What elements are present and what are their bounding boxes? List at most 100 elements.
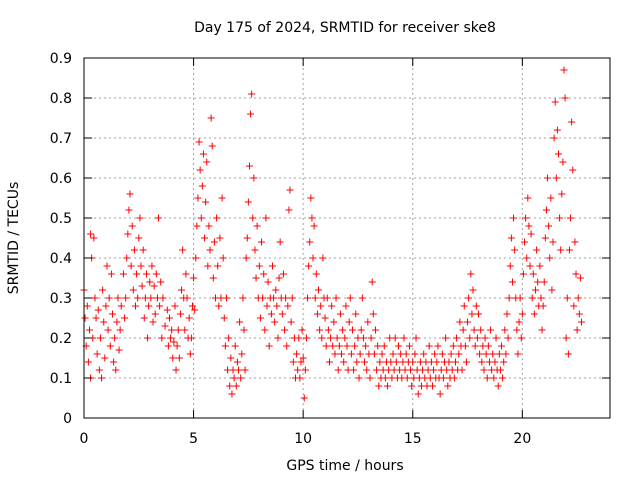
data-point	[567, 214, 575, 222]
data-point	[301, 366, 309, 374]
data-point	[128, 222, 136, 230]
data-point	[304, 294, 312, 302]
data-point	[389, 350, 397, 358]
data-point	[451, 358, 459, 366]
data-point	[405, 342, 413, 350]
data-point	[135, 234, 143, 242]
data-point	[505, 294, 513, 302]
data-point	[144, 334, 152, 342]
data-point	[439, 374, 447, 382]
data-point	[250, 174, 258, 182]
data-point	[409, 358, 417, 366]
data-point	[484, 342, 492, 350]
data-point	[384, 382, 392, 390]
data-point	[342, 302, 350, 310]
data-point	[98, 374, 106, 382]
data-point	[545, 222, 553, 230]
data-point	[533, 246, 541, 254]
data-point	[563, 294, 571, 302]
data-point	[175, 354, 183, 362]
data-point	[219, 254, 227, 262]
data-point	[139, 246, 147, 254]
data-point	[331, 350, 339, 358]
data-point	[347, 350, 355, 358]
data-point	[226, 382, 234, 390]
data-point	[333, 334, 341, 342]
data-point	[411, 350, 419, 358]
data-point	[420, 350, 428, 358]
data-point	[108, 310, 116, 318]
data-point	[524, 194, 532, 202]
data-point	[275, 274, 283, 282]
data-point	[534, 278, 542, 286]
data-point	[213, 214, 221, 222]
data-point	[328, 302, 336, 310]
data-point	[256, 314, 264, 322]
data-point	[498, 342, 506, 350]
data-point	[315, 286, 323, 294]
data-point	[133, 270, 141, 278]
data-point	[300, 394, 308, 402]
data-point	[208, 142, 216, 150]
data-point	[218, 194, 226, 202]
data-point	[126, 190, 134, 198]
data-point	[295, 334, 303, 342]
data-point	[264, 278, 272, 286]
data-point	[196, 166, 204, 174]
data-point	[306, 238, 314, 246]
data-point	[241, 366, 249, 374]
data-point	[152, 270, 160, 278]
data-point	[313, 310, 321, 318]
data-point	[458, 366, 466, 374]
data-point	[274, 334, 282, 342]
data-point	[523, 254, 531, 262]
data-point	[305, 262, 313, 270]
data-point	[407, 366, 415, 374]
data-point	[531, 286, 539, 294]
data-point	[490, 374, 498, 382]
data-point	[309, 254, 317, 262]
data-point	[559, 158, 567, 166]
data-point	[199, 150, 207, 158]
data-point	[428, 382, 436, 390]
data-point	[255, 262, 263, 270]
data-point	[150, 282, 158, 290]
data-point	[460, 302, 468, 310]
data-point	[191, 306, 199, 314]
data-point	[402, 350, 410, 358]
data-point	[438, 350, 446, 358]
data-point	[156, 302, 164, 310]
data-point	[453, 334, 461, 342]
data-point	[186, 350, 194, 358]
x-tick-label: 20	[513, 431, 531, 447]
data-point	[481, 334, 489, 342]
x-tick-label: 5	[189, 431, 198, 447]
data-point	[182, 270, 190, 278]
data-point	[81, 314, 89, 322]
data-point	[553, 126, 561, 134]
data-point	[412, 334, 420, 342]
data-point	[232, 382, 240, 390]
data-point	[400, 334, 408, 342]
data-point	[83, 302, 91, 310]
data-point	[491, 358, 499, 366]
data-point	[168, 326, 176, 334]
data-point	[444, 382, 452, 390]
data-point	[194, 194, 202, 202]
data-point	[471, 342, 479, 350]
y-tick-label: 0.2	[50, 331, 72, 347]
data-point	[578, 318, 586, 326]
data-point	[312, 270, 320, 278]
data-point	[392, 358, 400, 366]
y-axis-label: SRMTID / TECUs	[6, 182, 22, 295]
data-point	[564, 350, 572, 358]
data-point	[576, 274, 584, 282]
data-point	[502, 350, 510, 358]
data-point	[339, 326, 347, 334]
data-point	[329, 342, 337, 350]
data-point	[209, 274, 217, 282]
data-point	[345, 318, 353, 326]
data-point	[124, 230, 132, 238]
data-point	[461, 342, 469, 350]
data-point	[356, 350, 364, 358]
